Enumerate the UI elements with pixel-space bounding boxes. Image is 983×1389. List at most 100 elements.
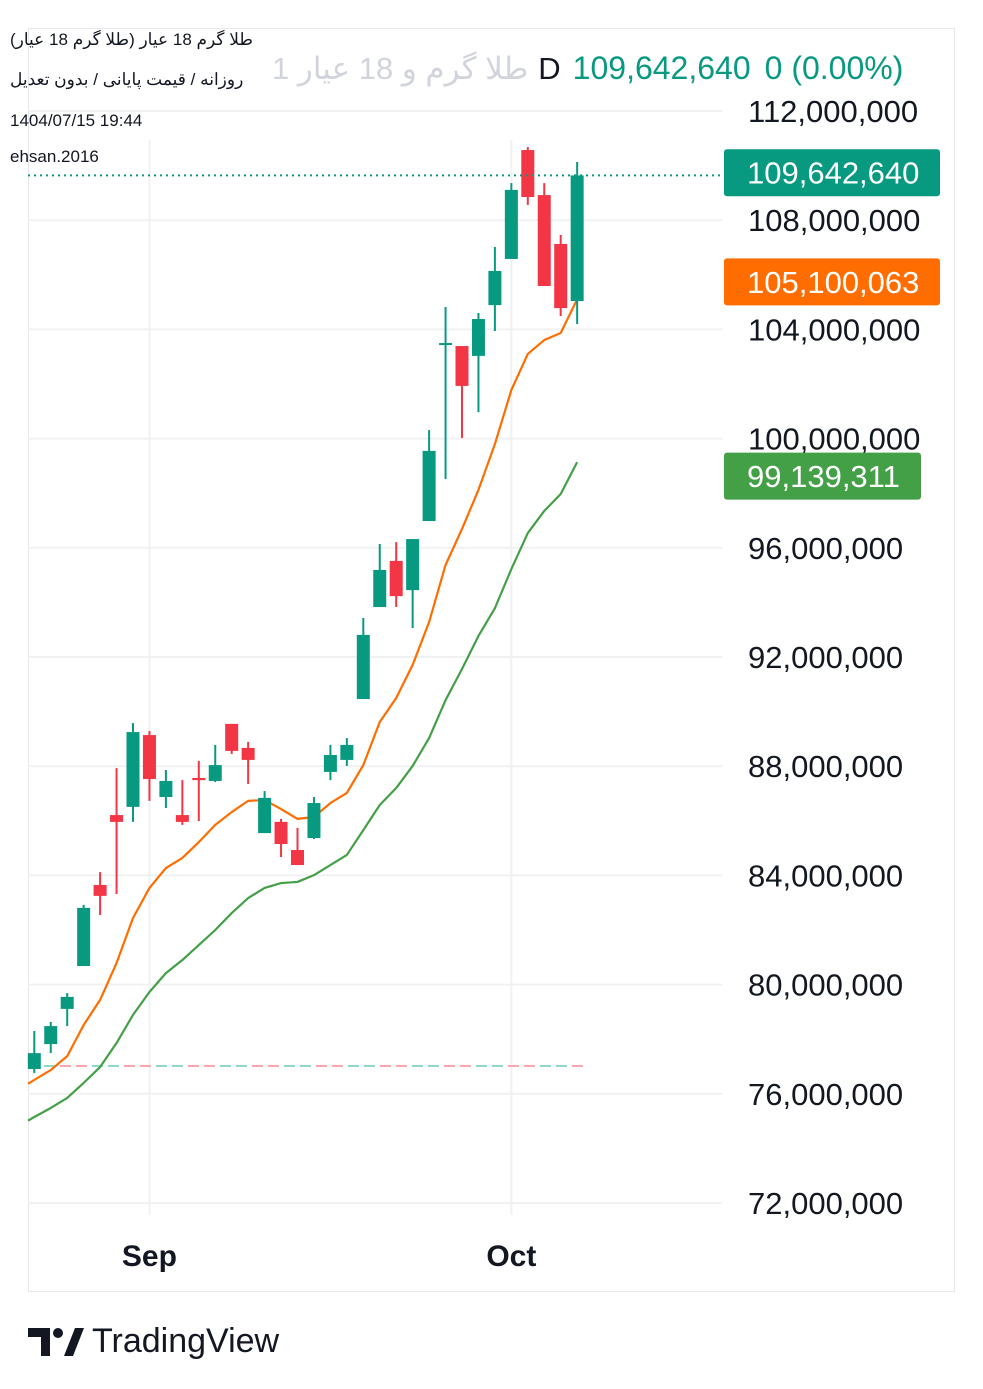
candle — [208, 744, 222, 783]
candle — [27, 1031, 41, 1074]
footer: TradingView — [28, 1322, 279, 1361]
candle-body — [44, 1026, 58, 1045]
candle-body — [291, 850, 304, 866]
candle — [570, 162, 584, 324]
candle-body — [307, 803, 321, 838]
symbol-title: طلا گرم 18 عیار (طلا گرم 18 عیار) — [10, 30, 253, 49]
y-tick-label: 100,000,000 — [748, 422, 920, 457]
candle-body — [537, 195, 551, 286]
candle-body — [439, 343, 453, 346]
candle-body — [570, 175, 584, 302]
candle-body — [60, 996, 74, 1009]
price-label-text: 99,139,311 — [747, 459, 900, 494]
candle — [291, 827, 304, 866]
tradingview-brand: TradingView — [92, 1322, 280, 1360]
candle-body — [241, 747, 255, 760]
candle-body — [27, 1053, 41, 1069]
candle-body — [504, 189, 518, 259]
candle — [307, 797, 321, 840]
candle-body — [175, 815, 189, 822]
candle-body — [258, 797, 272, 834]
candle — [192, 761, 206, 822]
candle — [340, 738, 354, 766]
candle-body — [471, 319, 485, 356]
quote-readout: 109,642,640 0 (0.00%) — [573, 50, 918, 87]
candle — [554, 234, 568, 317]
quote-row: طلا گرم و 18 عیار 1 D 109,642,640 0 (0.00… — [272, 50, 917, 87]
price-label-bg — [724, 258, 940, 306]
candle-body — [406, 539, 420, 591]
candle — [323, 744, 337, 781]
price-label-box: 105,100,063 — [724, 258, 940, 306]
candle — [258, 791, 272, 834]
candle — [422, 430, 436, 522]
y-tick-label: 80,000,000 — [748, 968, 903, 1003]
price-label-box: 99,139,311 — [724, 452, 921, 500]
candle-body — [389, 560, 403, 597]
y-tick-label: 112,000,000 — [748, 94, 918, 129]
candle — [110, 768, 124, 894]
y-tick-label: 108,000,000 — [748, 203, 920, 238]
candle-body — [373, 569, 387, 608]
interval-label[interactable]: D — [538, 51, 561, 86]
y-tick-label: 72,000,000 — [748, 1186, 903, 1221]
candle-body — [225, 723, 239, 751]
candle — [274, 818, 288, 858]
ma-line-ma-slow — [27, 461, 579, 1122]
candle — [142, 730, 156, 801]
symbol-name-faded: طلا گرم و 18 عیار 1 — [272, 51, 529, 86]
chart-settings-subtitle: روزانه / قیمت پایانی / بدون تعدیل — [10, 70, 244, 89]
candle-body — [208, 765, 222, 781]
price-label-text: 105,100,063 — [747, 265, 919, 300]
candlestick-chart[interactable]: 72,000,000 76,000,000 80,000,000 84,000,000… — [0, 0, 983, 1300]
x-tick-label: Oct — [486, 1240, 536, 1273]
candle-body — [110, 815, 124, 822]
candle-body — [192, 777, 206, 781]
candle — [471, 313, 485, 413]
candle — [504, 183, 518, 259]
candle-body — [323, 755, 337, 772]
candle-body — [126, 732, 140, 807]
y-tick-label: 88,000,000 — [748, 749, 903, 784]
candle — [373, 543, 387, 608]
candle — [93, 872, 107, 915]
candle — [77, 904, 91, 967]
author-name: ehsan.2016 — [10, 147, 99, 166]
ma-line-ma-fast — [27, 298, 579, 1085]
candle-body — [455, 346, 469, 386]
candle-body — [488, 270, 502, 306]
y-tick-label: 104,000,000 — [748, 312, 920, 347]
candle — [455, 346, 469, 439]
price-label-box: 109,642,640 — [724, 149, 940, 197]
y-tick-label: 84,000,000 — [748, 858, 903, 893]
candle-body — [77, 907, 91, 967]
snapshot-datetime: 1404/07/15 19:44 — [10, 111, 143, 130]
y-tick-label: 96,000,000 — [748, 531, 903, 566]
price-label-text: 109,642,640 — [747, 156, 919, 191]
candle-body — [340, 744, 354, 760]
price-label-bg — [724, 149, 940, 197]
candle — [44, 1022, 58, 1054]
candle-body — [142, 735, 156, 780]
candle-body — [274, 821, 288, 845]
candle — [356, 617, 370, 700]
candle-body — [159, 780, 173, 798]
candle — [537, 183, 551, 286]
candle — [389, 542, 403, 608]
y-tick-label: 92,000,000 — [748, 640, 903, 675]
candle — [406, 539, 420, 629]
candle — [175, 780, 189, 825]
candle — [488, 246, 502, 332]
candle-body — [93, 884, 107, 896]
x-tick-label: Sep — [122, 1240, 177, 1273]
price-label-bg — [724, 452, 921, 500]
price-change: 0 (0.00%) — [764, 50, 904, 86]
candle — [126, 723, 140, 822]
candle — [241, 741, 255, 784]
candle — [60, 993, 74, 1027]
last-price: 109,642,640 — [572, 50, 751, 86]
y-tick-label: 76,000,000 — [748, 1077, 903, 1112]
candle — [159, 770, 173, 808]
tradingview-logo-icon — [28, 1327, 84, 1356]
candle-body — [554, 243, 568, 309]
